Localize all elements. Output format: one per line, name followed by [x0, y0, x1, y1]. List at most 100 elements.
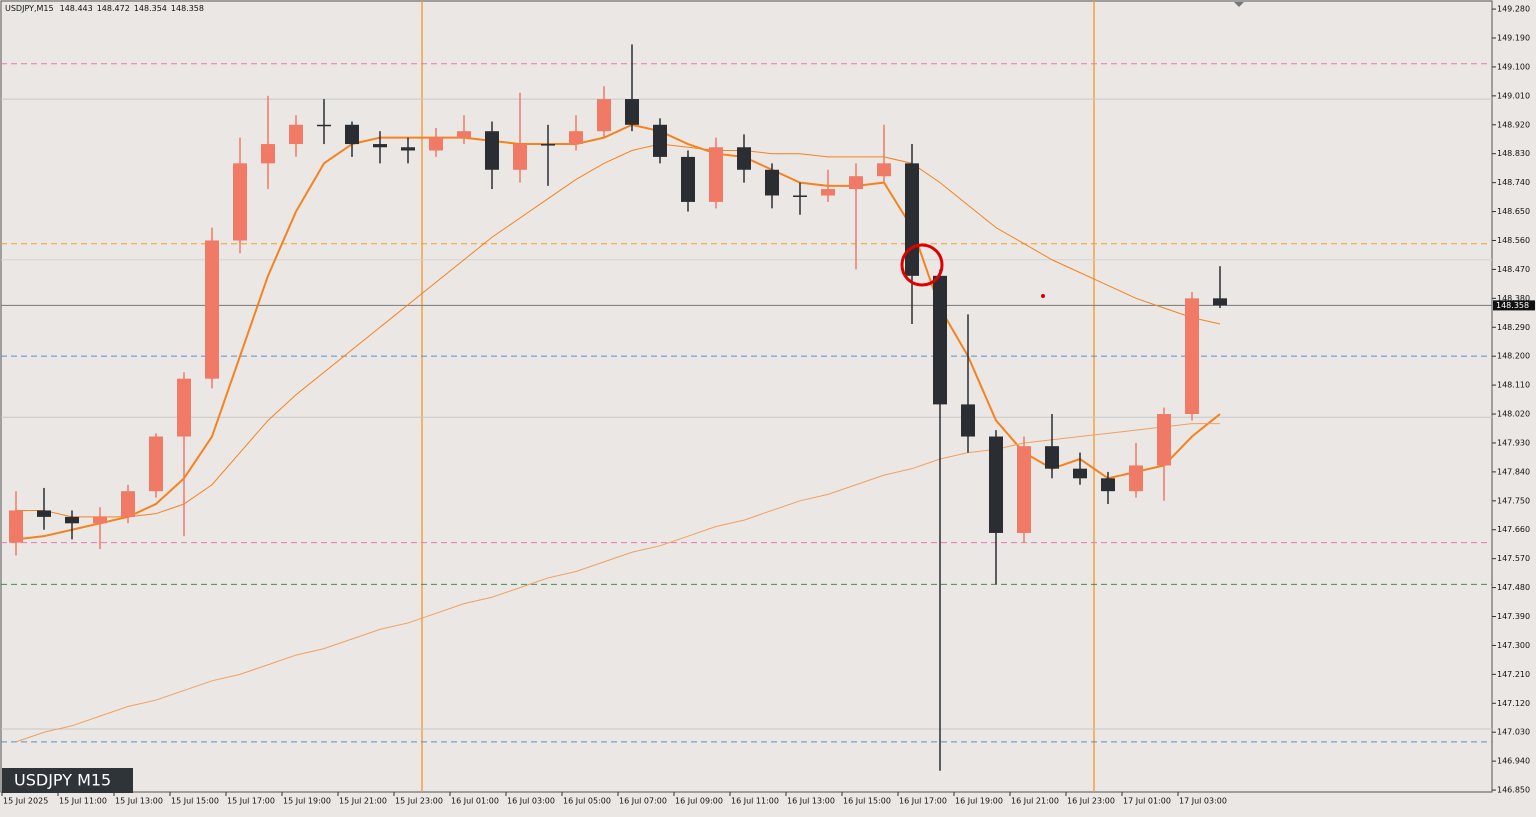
watermark: USDJPY M15: [14, 771, 111, 790]
y-tick-label: 147.750: [1497, 496, 1530, 505]
x-tick-label: 16 Jul 09:00: [675, 797, 723, 806]
shift-marker: [1234, 2, 1244, 7]
y-tick-label: 147.210: [1497, 670, 1530, 679]
y-tick-label: 147.030: [1497, 728, 1530, 737]
candle-body: [289, 124, 303, 145]
y-tick-label: 148.200: [1497, 352, 1530, 361]
x-tick-label: 17 Jul 01:00: [1123, 797, 1171, 806]
x-tick-label: 16 Jul 19:00: [955, 797, 1003, 806]
x-tick-label: 16 Jul 13:00: [787, 797, 835, 806]
candle-body: [373, 144, 387, 148]
price-axis: 149.280 149.190 149.100 149.010 148.920 148.8…: [1, 5, 1535, 806]
candle-body: [1157, 414, 1171, 466]
candle-body: [1045, 446, 1059, 469]
y-tick-label: 147.660: [1497, 525, 1530, 534]
quote-open: 148.443: [60, 4, 93, 13]
y-tick-label: 148.110: [1497, 381, 1530, 390]
quote-high: 148.472: [97, 4, 130, 13]
x-tick-label: 15 Jul 15:00: [171, 797, 219, 806]
candle-body: [877, 163, 891, 177]
y-tick-label: 147.300: [1497, 641, 1530, 650]
candle-body: [569, 131, 583, 145]
candle-body: [1129, 465, 1143, 492]
y-tick-label: 147.930: [1497, 438, 1530, 447]
symbol: USDJPY,M15: [5, 4, 54, 13]
candle-body: [933, 275, 947, 405]
x-tick-label: 16 Jul 07:00: [619, 797, 667, 806]
y-tick-label: 148.560: [1497, 236, 1530, 245]
header: USDJPY,M15 148.443 148.472 148.354 148.358: [5, 4, 204, 13]
candle-body: [821, 189, 835, 196]
candle-body: [625, 99, 639, 125]
candle-body: [177, 378, 191, 437]
candle-body: [513, 144, 527, 170]
candle-body: [233, 163, 247, 241]
quote-low: 148.354: [134, 4, 167, 13]
candle-body: [849, 176, 863, 190]
y-tick-label: 148.740: [1497, 178, 1530, 187]
candle-body: [121, 491, 135, 517]
levels: [1, 63, 1492, 743]
x-tick-label: 15 Jul 23:00: [395, 797, 443, 806]
y-tick-label: 149.280: [1497, 5, 1530, 14]
candle-body: [37, 510, 51, 517]
candle-body: [961, 404, 975, 437]
x-tick-label: 15 Jul 2025: [3, 797, 48, 806]
candle-body: [261, 144, 275, 164]
x-tick-label: 16 Jul 15:00: [843, 797, 891, 806]
candle-body: [681, 156, 695, 202]
candle-body: [93, 516, 107, 524]
y-tick-label: 148.380: [1497, 294, 1530, 303]
y-tick-label: 146.940: [1497, 757, 1530, 766]
x-tick-label: 15 Jul 13:00: [115, 797, 163, 806]
candle-body: [653, 124, 667, 157]
x-tick-label: 15 Jul 17:00: [227, 797, 275, 806]
candle-body: [429, 137, 443, 151]
last-price-label: 148.358: [1496, 301, 1529, 310]
plot-frame: [0, 0, 1493, 793]
x-tick-label: 16 Jul 01:00: [451, 797, 499, 806]
x-tick-label: 15 Jul 21:00: [339, 797, 387, 806]
candle-body: [905, 163, 919, 276]
y-tick-label: 149.010: [1497, 91, 1530, 100]
candle-body: [1101, 478, 1115, 492]
x-tick-label: 15 Jul 19:00: [283, 797, 331, 806]
y-tick-label: 148.290: [1497, 323, 1530, 332]
x-tick-label: 16 Jul 03:00: [507, 797, 555, 806]
x-tick-label: 16 Jul 23:00: [1067, 797, 1115, 806]
x-tick-label: 16 Jul 05:00: [563, 797, 611, 806]
candle-body: [401, 147, 415, 151]
candle-body: [149, 436, 163, 492]
candle-body: [457, 131, 471, 138]
watermark-box: [2, 768, 133, 793]
y-tick-label: 148.020: [1497, 410, 1530, 419]
candle-body: [541, 144, 555, 146]
y-tick-label: 149.100: [1497, 62, 1530, 71]
y-tick-label: 147.390: [1497, 612, 1530, 621]
last-price-box: [1493, 300, 1535, 311]
marker-dot: [1041, 294, 1045, 298]
candle-body: [1185, 298, 1199, 415]
candle-body: [793, 195, 807, 197]
y-tick-label: 147.120: [1497, 699, 1530, 708]
candle-body: [1073, 468, 1087, 479]
quote-close: 148.358: [171, 4, 204, 13]
candle-body: [737, 147, 751, 170]
candle-body: [9, 510, 23, 543]
x-tick-label: 16 Jul 21:00: [1011, 797, 1059, 806]
candle-body: [989, 436, 1003, 533]
candle-body: [765, 169, 779, 196]
moving-average: [15, 423, 1220, 743]
x-tick-label: 16 Jul 17:00: [899, 797, 947, 806]
x-tick-label: 17 Jul 03:00: [1179, 797, 1227, 806]
y-tick-label: 147.840: [1497, 467, 1530, 476]
moving-average: [16, 143, 1221, 518]
y-tick-label: 149.190: [1497, 33, 1530, 42]
candle-body: [1213, 298, 1227, 306]
candles: [9, 44, 1227, 771]
y-tick-label: 146.850: [1497, 786, 1530, 795]
candle-body: [205, 240, 219, 379]
y-tick-label: 148.830: [1497, 149, 1530, 158]
